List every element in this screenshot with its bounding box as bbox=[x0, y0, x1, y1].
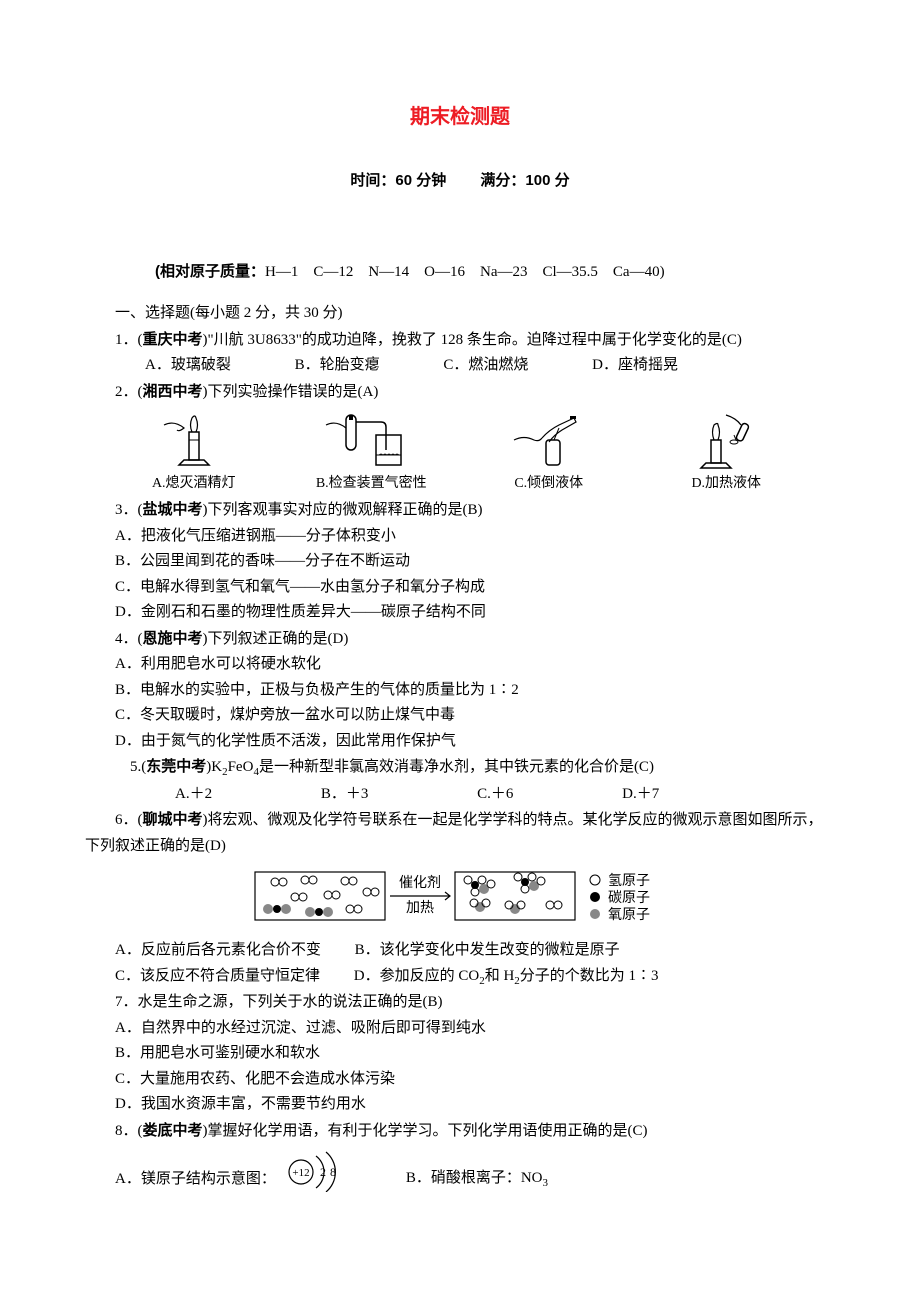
q4-option-a: A．利用肥皂水可以将硬水软化 bbox=[85, 652, 835, 678]
q3-option-a: A．把液化气压缩进钢瓶——分子体积变小 bbox=[85, 524, 835, 550]
question-2: 2．(湘西中考)下列实验操作错误的是(A) bbox=[85, 379, 835, 406]
time-label: 时间：60 分钟 bbox=[350, 172, 446, 189]
svg-text:2: 2 bbox=[320, 1165, 326, 1179]
q5-source: 东莞中考 bbox=[146, 758, 206, 775]
q2-caption-a: A.熄灭酒精灯 bbox=[105, 472, 283, 492]
atomic-mass-label: (相对原子质量： bbox=[155, 263, 265, 280]
q1-option-b: B．轮胎变瘪 bbox=[265, 353, 380, 379]
mg-atom-diagram-icon: +12 2 8 bbox=[276, 1144, 346, 1192]
q5-option-b: B．＋3 bbox=[276, 782, 369, 808]
q7-option-c: C．大量施用农药、化肥不会造成水体污染 bbox=[85, 1067, 835, 1093]
q5-option-a: A.＋2 bbox=[130, 782, 212, 808]
q6-option-c: C．该反应不符合质量守恒定律 bbox=[115, 968, 320, 984]
q5-stem-html: )K2FeO4是一种新型非氯高效消毒净水剂，其中铁元素的化合价是(C) bbox=[206, 759, 654, 775]
q6-diagram: 催化剂 加热 氢原子 碳原子 氧原子 bbox=[85, 867, 835, 930]
svg-text:碳原子: 碳原子 bbox=[608, 890, 650, 906]
q2-caption-d: D.加热液体 bbox=[638, 472, 816, 492]
question-7: 7．水是生命之源，下列关于水的说法正确的是(B) bbox=[85, 990, 835, 1016]
atomic-mass-line: (相对原子质量：H—1 C—12 N—14 O—16 Na—23 Cl—35.5… bbox=[155, 260, 835, 281]
question-6: 6．(聊城中考)将宏观、微观及化学符号联系在一起是化学学科的特点。某化学反应的微… bbox=[85, 807, 835, 859]
reaction-bottom-label: 加热 bbox=[406, 900, 434, 916]
q2-source: 湘西中考 bbox=[143, 383, 203, 400]
q2-image-b: B.检查装置气密性 bbox=[283, 410, 461, 492]
q5-options: A.＋2 B．＋3 C.＋6 D.＋7 bbox=[85, 782, 835, 808]
q1-option-c: C．燃油燃烧 bbox=[413, 353, 528, 379]
q2-caption-c: C.倾倒液体 bbox=[460, 472, 638, 492]
score-label: 满分：100 分 bbox=[480, 172, 569, 189]
q3-option-c: C．电解水得到氢气和氧气——水由氢分子和氧分子构成 bbox=[85, 575, 835, 601]
q1-options: A．玻璃破裂 B．轮胎变瘪 C．燃油燃烧 D．座椅摇晃 bbox=[85, 353, 835, 379]
q6-options-row1: A．反应前后各元素化合价不变 B．该化学变化中发生改变的微粒是原子 bbox=[85, 938, 835, 964]
q4-option-b: B．电解水的实验中，正极与负极产生的气体的质量比为 1∶2 bbox=[85, 678, 835, 704]
section-1-heading: 一、选择题(每小题 2 分，共 30 分) bbox=[85, 301, 835, 327]
q2-images-row: A.熄灭酒精灯 B.检查装置气密性 C.倾倒液体 bbox=[85, 405, 835, 497]
q2-image-d: D.加热液体 bbox=[638, 410, 816, 492]
q1-source: 重庆中考 bbox=[143, 331, 203, 348]
exam-title: 期末检测题 bbox=[85, 100, 835, 129]
q5-option-c: C.＋6 bbox=[432, 782, 513, 808]
q2-image-a: A.熄灭酒精灯 bbox=[105, 410, 283, 492]
q1-option-a: A．玻璃破裂 bbox=[115, 353, 231, 379]
question-5: 5.(东莞中考)K2FeO4是一种新型非氯高效消毒净水剂，其中铁元素的化合价是(… bbox=[85, 754, 835, 782]
q4-option-d: D．由于氮气的化学性质不活泼，因此常用作保护气 bbox=[85, 729, 835, 755]
q3-option-d: D．金刚石和石墨的物理性质差异大——碳原子结构不同 bbox=[85, 600, 835, 626]
q8-option-a: A．镁原子结构示意图： bbox=[85, 1167, 276, 1193]
question-4: 4．(恩施中考)下列叙述正确的是(D) bbox=[85, 626, 835, 653]
svg-text:氧原子: 氧原子 bbox=[608, 907, 650, 923]
q2-image-c: C.倾倒液体 bbox=[460, 410, 638, 492]
q7-option-a: A．自然界中的水经过沉淀、过滤、吸附后即可得到纯水 bbox=[85, 1016, 835, 1042]
atomic-mass-values: H—1 C—12 N—14 O—16 Na—23 Cl—35.5 Ca—40) bbox=[265, 264, 665, 280]
q8-options-row: A．镁原子结构示意图： +12 2 8 B．硝酸根离子：NO3 bbox=[85, 1144, 835, 1192]
svg-text:+12: +12 bbox=[292, 1167, 309, 1179]
q1-option-d: D．座椅摇晃 bbox=[562, 353, 678, 379]
q4-option-c: C．冬天取暖时，煤炉旁放一盆水可以防止煤气中毒 bbox=[85, 703, 835, 729]
question-1: 1．(重庆中考)"川航 3U8633"的成功迫降，挽救了 128 条生命。迫降过… bbox=[85, 327, 835, 354]
reaction-top-label: 催化剂 bbox=[399, 875, 441, 891]
q2-caption-b: B.检查装置气密性 bbox=[283, 472, 461, 492]
q7-option-d: D．我国水资源丰富，不需要节约用水 bbox=[85, 1092, 835, 1118]
q5-option-d: D.＋7 bbox=[577, 782, 659, 808]
question-8: 8．(娄底中考)掌握好化学用语，有利于化学学习。下列化学用语使用正确的是(C) bbox=[85, 1118, 835, 1145]
q6-option-d-html: D．参加反应的 CO2和 H2分子的个数比为 1∶3 bbox=[354, 968, 659, 984]
svg-text:氢原子: 氢原子 bbox=[608, 873, 650, 889]
q6-options-row2: C．该反应不符合质量守恒定律 D．参加反应的 CO2和 H2分子的个数比为 1∶… bbox=[85, 964, 835, 991]
question-3: 3．(盐城中考)下列客观事实对应的微观解释正确的是(B) bbox=[85, 497, 835, 524]
q3-source: 盐城中考 bbox=[143, 501, 203, 518]
svg-text:8: 8 bbox=[330, 1165, 336, 1179]
q6-source: 聊城中考 bbox=[143, 811, 203, 828]
exam-subtitle: 时间：60 分钟 满分：100 分 bbox=[85, 169, 835, 190]
q6-option-b: B．该化学变化中发生改变的微粒是原子 bbox=[355, 942, 620, 958]
q8-source: 娄底中考 bbox=[143, 1122, 203, 1139]
q6-option-a: A．反应前后各元素化合价不变 bbox=[115, 942, 321, 958]
q7-option-b: B．用肥皂水可鉴别硬水和软水 bbox=[85, 1041, 835, 1067]
q8-option-b-html: B．硝酸根离子：NO3 bbox=[376, 1166, 548, 1193]
q3-option-b: B．公园里闻到花的香味——分子在不断运动 bbox=[85, 549, 835, 575]
q4-source: 恩施中考 bbox=[143, 630, 203, 647]
